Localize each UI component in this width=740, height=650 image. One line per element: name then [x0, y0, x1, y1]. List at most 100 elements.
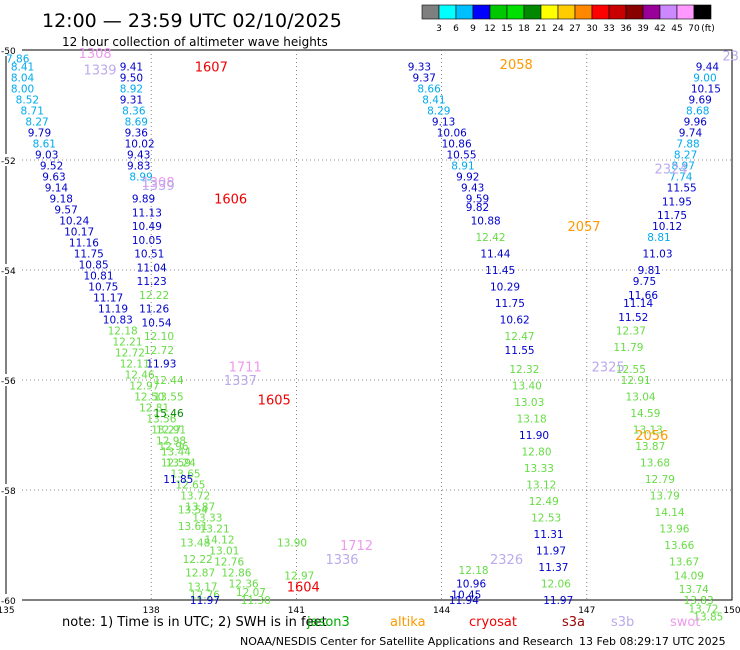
wave-height-label: 13.87: [185, 502, 215, 514]
colorbar-label: 9: [470, 24, 476, 34]
data-points: 7.868.418.048.008.528.718.279.798.619.03…: [6, 53, 723, 623]
wave-height-label: 11.97: [543, 595, 573, 607]
legend-s3a: s3a: [562, 615, 585, 630]
wave-height-label: 14.59: [630, 408, 660, 420]
colorbar-swatch: [625, 4, 644, 20]
wave-height-label: 13.12: [526, 480, 556, 492]
colorbar-swatch: [455, 4, 474, 20]
legend-jason3: jason3: [306, 615, 350, 630]
wave-height-label: 8.97: [672, 161, 695, 173]
wave-height-label: 9.92: [456, 172, 479, 184]
legend-swot: swot: [670, 615, 700, 630]
colorbar: 3 6 9 12 15 18 21 24 27 30 33 36 39 42 45 70 (ft): [421, 4, 715, 34]
wave-height-label: 13.66: [664, 540, 694, 552]
track-id-label: 2323: [722, 50, 740, 65]
wave-height-label: 10.45: [451, 590, 481, 602]
wave-height-label: 10.62: [500, 315, 530, 327]
footer-note: note: 1) Time is in UTC; 2) SWH is in fe…: [62, 615, 700, 630]
colorbar-label: 36: [620, 24, 632, 34]
wave-height-label: 12.18: [459, 565, 489, 577]
wave-height-label: 8.04: [11, 73, 35, 85]
wave-height-label: 9.37: [413, 73, 436, 85]
wave-height-label: 12.96: [158, 441, 188, 453]
wave-height-label: 9.44: [696, 62, 720, 74]
colorbar-label: 70: [688, 24, 700, 34]
x-tick-label: 141: [288, 606, 305, 616]
wave-height-label: 12.55: [616, 364, 646, 376]
legend-altika: altika: [390, 615, 426, 630]
wave-height-label: 8.71: [21, 106, 44, 118]
wave-height-label: 12.22: [139, 290, 169, 302]
wave-height-label: 12.76: [214, 557, 244, 569]
wave-height-label: 8.66: [417, 84, 441, 96]
wave-height-label: 12.50: [134, 392, 164, 404]
wave-height-label: 8.69: [125, 117, 148, 129]
wave-height-label: 9.79: [28, 128, 51, 140]
wave-height-label: 12.98: [156, 436, 186, 448]
colorbar-swatch: [659, 4, 678, 20]
wave-height-label: 12.53: [531, 513, 561, 525]
wave-height-label: 9.52: [40, 161, 63, 173]
wave-height-label: 9.83: [127, 161, 150, 173]
wave-height-label: 12.47: [505, 331, 535, 343]
y-tick-label: -56: [1, 377, 16, 387]
wave-height-label: 11.94: [449, 595, 479, 607]
wave-height-label: 12.42: [475, 232, 505, 244]
wave-height-label: 12.72: [115, 348, 145, 360]
track-id-label: 1605: [258, 393, 291, 408]
wave-height-label: 13.85: [693, 612, 723, 624]
wave-height-label: 12.97: [284, 570, 314, 582]
y-tick-bg: [0, 264, 22, 276]
track-id-label: 1604: [287, 580, 320, 595]
wave-height-label: 14.12: [204, 535, 234, 547]
wave-height-label: 13.44: [161, 447, 191, 459]
wave-height-label: 11.97: [190, 595, 220, 607]
wave-height-label: 12.97: [129, 381, 159, 393]
colorbar-swatch: [421, 4, 440, 20]
wave-height-label: 13.74: [679, 584, 709, 596]
x-tick-label: 150: [723, 606, 740, 616]
wave-height-label: 15.46: [154, 408, 184, 420]
wave-height-label: 8.68: [686, 106, 709, 118]
wave-height-label: 9.81: [638, 265, 661, 277]
wave-height-label: 10.15: [691, 84, 721, 96]
credit-text: NOAA/NESDIS Center for Satellite Applica…: [240, 635, 573, 648]
wave-height-label: 12.72: [144, 345, 174, 357]
colorbar-swatch: [523, 4, 542, 20]
wave-height-label: 13.56: [146, 414, 176, 426]
wave-height-label: 11.30: [241, 595, 271, 607]
timestamp-text: 13 Feb 08:29:17 UTC 2025: [579, 635, 726, 648]
wave-height-label: 9.18: [50, 194, 73, 206]
wave-height-label: 13.33: [524, 463, 554, 475]
plot-area: 135 138 141 144 147 150 -50 -52 -54 -56 -58 -60 7.8…: [0, 44, 740, 624]
grid-lines: [6, 50, 732, 600]
wave-height-label: 13.04: [626, 392, 656, 404]
track-id-label: 1339: [83, 63, 116, 78]
wave-height-label: 9.33: [408, 62, 431, 74]
wave-height-label: 9.82: [466, 202, 489, 214]
chart-title: 12:00 — 23:59 UTC 02/10/2025: [42, 10, 342, 32]
wave-height-label: 12.91: [621, 375, 651, 387]
wave-height-label: 7.74: [669, 172, 693, 184]
wave-height-label: 7.86: [6, 53, 30, 65]
colorbar-swatch: [540, 4, 559, 20]
wave-height-label: 11.75: [74, 249, 104, 261]
wave-height-label: 12.65: [175, 480, 205, 492]
wave-height-label: 13.27: [151, 425, 181, 437]
colorbar-swatch: [438, 4, 457, 20]
wave-height-label: 13.72: [688, 603, 718, 615]
wave-height-label: 8.27: [674, 150, 697, 162]
legend-cryosat: cryosat: [469, 615, 517, 630]
colorbar-swatch: [489, 4, 508, 20]
wave-height-label: 7.88: [676, 139, 699, 151]
wave-height-label: 8.36: [122, 106, 146, 118]
wave-height-label: 13.61: [178, 521, 208, 533]
colorbar-swatch: [693, 4, 712, 20]
wave-height-label: 8.41: [11, 62, 34, 74]
wave-height-label: 11.19: [98, 304, 128, 316]
wave-height-label: 12.49: [529, 496, 559, 508]
satellite-legend: jason3 altika cryosat s3a s3b swot: [306, 615, 700, 630]
wave-height-label: 13.21: [200, 524, 230, 536]
wave-height-label: 8.92: [120, 84, 143, 96]
